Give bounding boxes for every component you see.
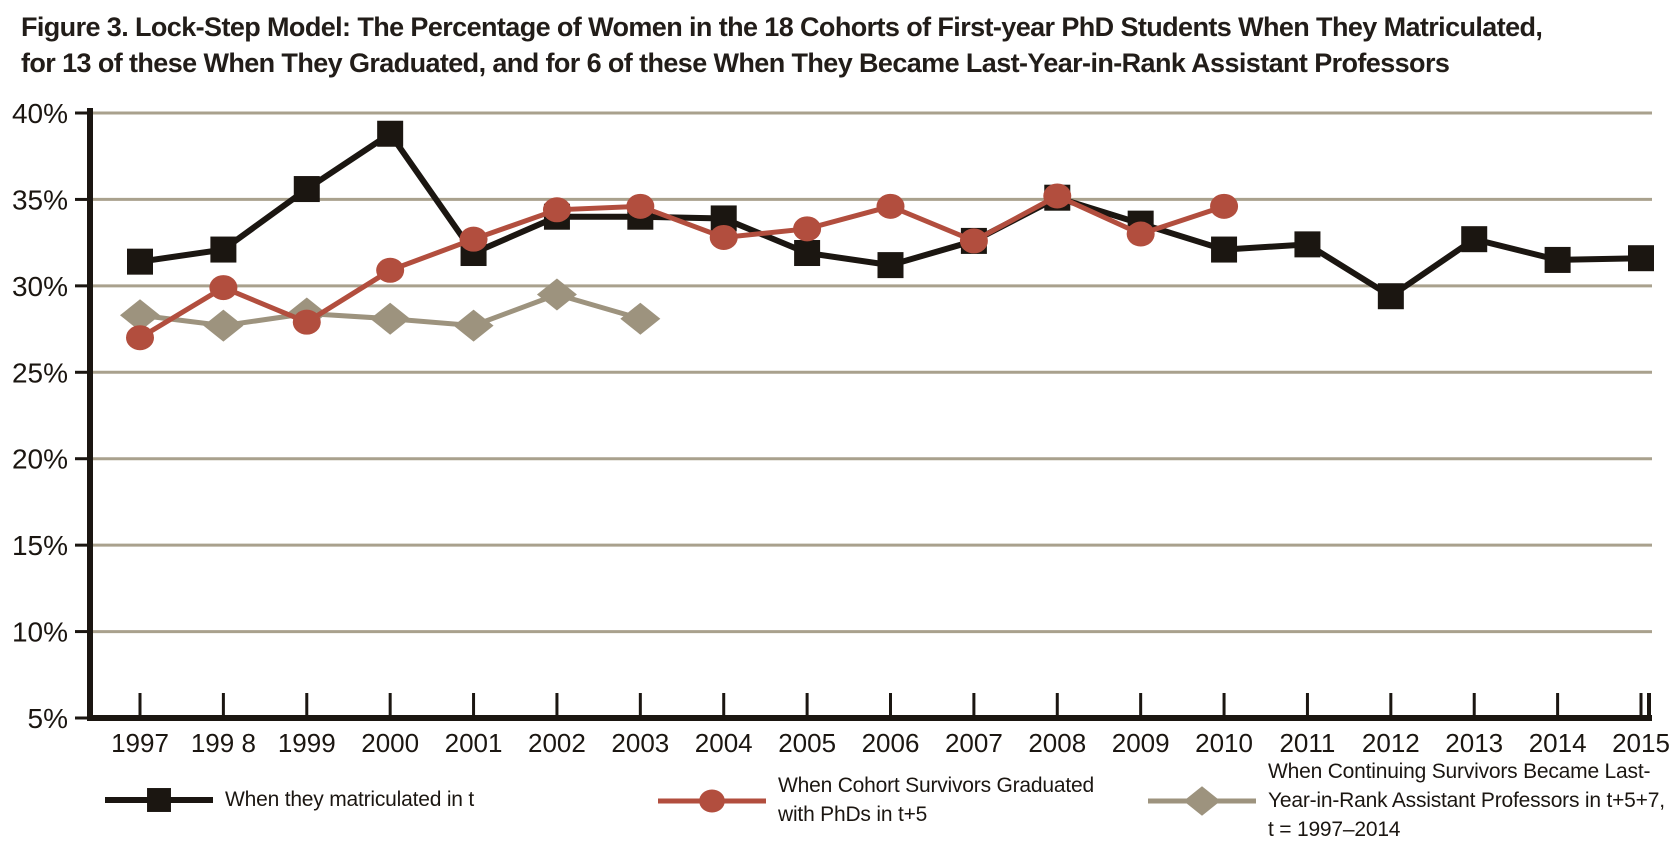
square-marker — [1628, 245, 1654, 272]
line-chart-plot-area: 5% 10% 15% 20% 25% 30% 35% 40% 1997 199 8 1999 2000… — [12, 98, 1670, 758]
x-tick-label-2012: 2012 — [1362, 728, 1420, 758]
circle-marker — [376, 257, 405, 283]
legend-item-matriculated: When they matriculated in t — [103, 778, 474, 822]
square-marker — [877, 252, 904, 279]
circle-marker — [699, 789, 725, 813]
x-tick-label-2014: 2014 — [1529, 728, 1587, 758]
x-tick-label-2011: 2011 — [1279, 728, 1335, 758]
circle-marker — [1126, 221, 1155, 247]
y-tick-label-15: 15% — [12, 530, 68, 561]
graduated-circle-marker-icon — [658, 789, 766, 813]
x-tick-label-2000: 2000 — [361, 728, 419, 758]
x-tick-label-1999: 1999 — [278, 728, 336, 758]
figure-title-line-2: for 13 of these When They Graduated, and… — [21, 47, 1450, 78]
square-marker — [1461, 226, 1488, 253]
circle-marker — [709, 224, 738, 250]
diamond-marker — [1183, 786, 1221, 817]
circle-marker — [126, 325, 154, 351]
x-tick-label-2007: 2007 — [945, 728, 1003, 758]
circle-marker — [959, 228, 988, 254]
figure-title: Figure 3. Lock-Step Model: The Percentag… — [21, 10, 1641, 82]
x-tick-label-1998: 199 8 — [191, 728, 256, 758]
diamond-marker — [620, 302, 661, 335]
figure-title-line-1: Figure 3. Lock-Step Model: The Percentag… — [21, 12, 1543, 42]
series-2 — [120, 278, 661, 342]
y-tick-label-25: 25% — [12, 357, 68, 388]
x-tick-label-2015: 2015 — [1612, 728, 1670, 758]
square-marker — [794, 240, 821, 267]
circle-marker — [459, 226, 488, 252]
x-tick-label-2005: 2005 — [778, 728, 836, 758]
diamond-marker — [370, 302, 411, 335]
x-tick-label-2013: 2013 — [1445, 728, 1503, 758]
diamond-marker — [203, 309, 244, 342]
x-tick-label-2002: 2002 — [528, 728, 586, 758]
x-tick-label-2003: 2003 — [611, 728, 669, 758]
y-tick-label-35: 35% — [12, 184, 68, 215]
y-tick-label-20: 20% — [12, 444, 68, 475]
x-tick-label-2006: 2006 — [862, 728, 920, 758]
circle-marker — [209, 275, 238, 301]
x-tick-label-2009: 2009 — [1112, 728, 1170, 758]
circle-marker — [793, 216, 822, 242]
professors-diamond-marker-icon — [1148, 786, 1256, 817]
circle-marker — [1043, 183, 1072, 209]
legend-item-assistant-professors: When Continuing Survivors Became Last- Y… — [1146, 758, 1665, 845]
square-marker — [1377, 283, 1404, 310]
circle-marker — [876, 193, 905, 219]
x-tick-label-2010: 2010 — [1195, 728, 1253, 758]
legend-label-graduated: When Cohort Survivors Graduated with PhD… — [778, 774, 1094, 826]
square-marker — [1294, 231, 1321, 258]
square-marker — [1544, 246, 1571, 273]
legend-item-graduated: When Cohort Survivors Graduated with PhD… — [656, 772, 1094, 830]
circle-marker — [292, 309, 321, 335]
square-marker — [1211, 236, 1238, 263]
diamond-marker — [536, 278, 577, 311]
x-tick-label-2004: 2004 — [695, 728, 753, 758]
series-line-1 — [138, 193, 1225, 340]
square-marker — [293, 176, 320, 203]
series-1 — [126, 183, 1239, 351]
diamond-marker — [453, 309, 494, 342]
square-marker — [210, 236, 237, 263]
diamond-marker — [120, 299, 160, 332]
matriculated-square-marker-icon — [105, 788, 213, 812]
x-tick-label-1997: 1997 — [111, 728, 169, 758]
square-marker — [147, 788, 171, 812]
y-tick-label-40: 40% — [12, 98, 68, 129]
circle-marker — [626, 193, 655, 219]
y-tick-label-5: 5% — [28, 703, 68, 734]
y-tick-label-10: 10% — [12, 617, 68, 648]
x-tick-label-2008: 2008 — [1028, 728, 1086, 758]
circle-marker — [1210, 193, 1239, 219]
x-tick-label-2001: 2001 — [445, 728, 503, 758]
circle-marker — [542, 197, 571, 223]
y-tick-label-30: 30% — [12, 271, 68, 302]
legend-label-matriculated: When they matriculated in t — [225, 787, 475, 811]
square-marker — [377, 120, 404, 147]
square-marker — [127, 248, 153, 275]
legend-label-assistant-professors: When Continuing Survivors Became Last- Y… — [1268, 760, 1665, 841]
